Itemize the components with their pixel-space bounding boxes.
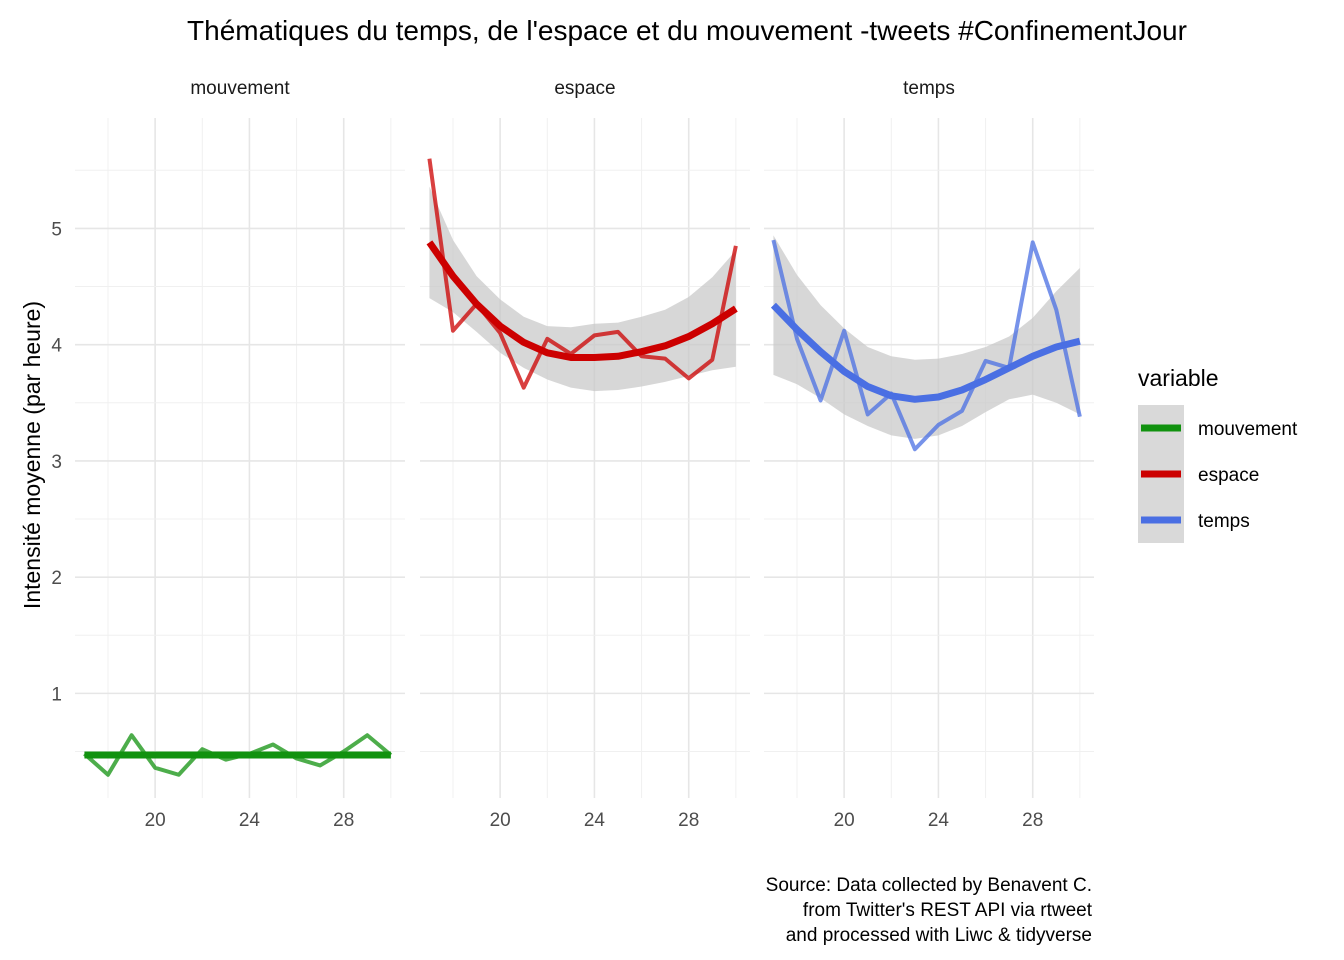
- x-tick-label: 24: [928, 810, 950, 831]
- legend-entries: mouvement espace temps: [1138, 405, 1298, 543]
- panel-label-espace: espace: [554, 78, 615, 99]
- legend-label-mouvement: mouvement: [1198, 419, 1298, 440]
- chart-title: Thématiques du temps, de l'espace et du …: [187, 15, 1187, 46]
- x-tick-label: 20: [834, 810, 855, 831]
- y-tick-label: 5: [51, 219, 62, 240]
- x-tick-label: 24: [584, 810, 606, 831]
- legend: variable mouvement espace temps: [1138, 365, 1298, 543]
- y-axis-title: Intensité moyenne (par heure): [19, 301, 45, 609]
- legend-label-temps: temps: [1198, 511, 1250, 532]
- panel-label-mouvement: mouvement: [190, 78, 290, 99]
- caption-line-1: Source: Data collected by Benavent C.: [766, 875, 1092, 896]
- x-tick-label: 20: [490, 810, 511, 831]
- grid-mouvement: [75, 118, 405, 798]
- legend-label-espace: espace: [1198, 465, 1259, 486]
- grid-temps: [764, 118, 1094, 798]
- panel-label-temps: temps: [903, 78, 955, 99]
- y-tick-label: 1: [51, 684, 62, 705]
- x-tick-label: 28: [1022, 810, 1043, 831]
- trend-line-temps: [770, 302, 1081, 403]
- trend-line-espace: [426, 240, 738, 361]
- y-tick-label: 2: [51, 568, 62, 589]
- y-tick-label: 3: [51, 452, 62, 473]
- y-tick-label: 4: [51, 336, 62, 357]
- confidence-band-temps: [773, 235, 1080, 439]
- x-tick-label: 20: [145, 810, 166, 831]
- grid-espace: [420, 118, 750, 798]
- confidence-band-espace: [429, 186, 736, 392]
- x-tick-label: 28: [678, 810, 699, 831]
- legend-title: variable: [1138, 365, 1219, 391]
- caption: Source: Data collected by Benavent C. fr…: [766, 875, 1093, 946]
- panel-espace: espace 20 24 28: [420, 78, 750, 831]
- caption-line-2: from Twitter's REST API via rtweet: [803, 900, 1093, 921]
- panel-temps: temps 20 24 28: [764, 78, 1094, 831]
- x-tick-label: 24: [239, 810, 261, 831]
- panel-mouvement: mouvement 20 24 28: [75, 78, 405, 831]
- caption-line-3: and processed with Liwc & tidyverse: [786, 925, 1092, 946]
- series-line-temps: [771, 239, 1082, 452]
- y-axis: 1 2 3 4 5: [51, 219, 62, 705]
- x-tick-label: 28: [333, 810, 354, 831]
